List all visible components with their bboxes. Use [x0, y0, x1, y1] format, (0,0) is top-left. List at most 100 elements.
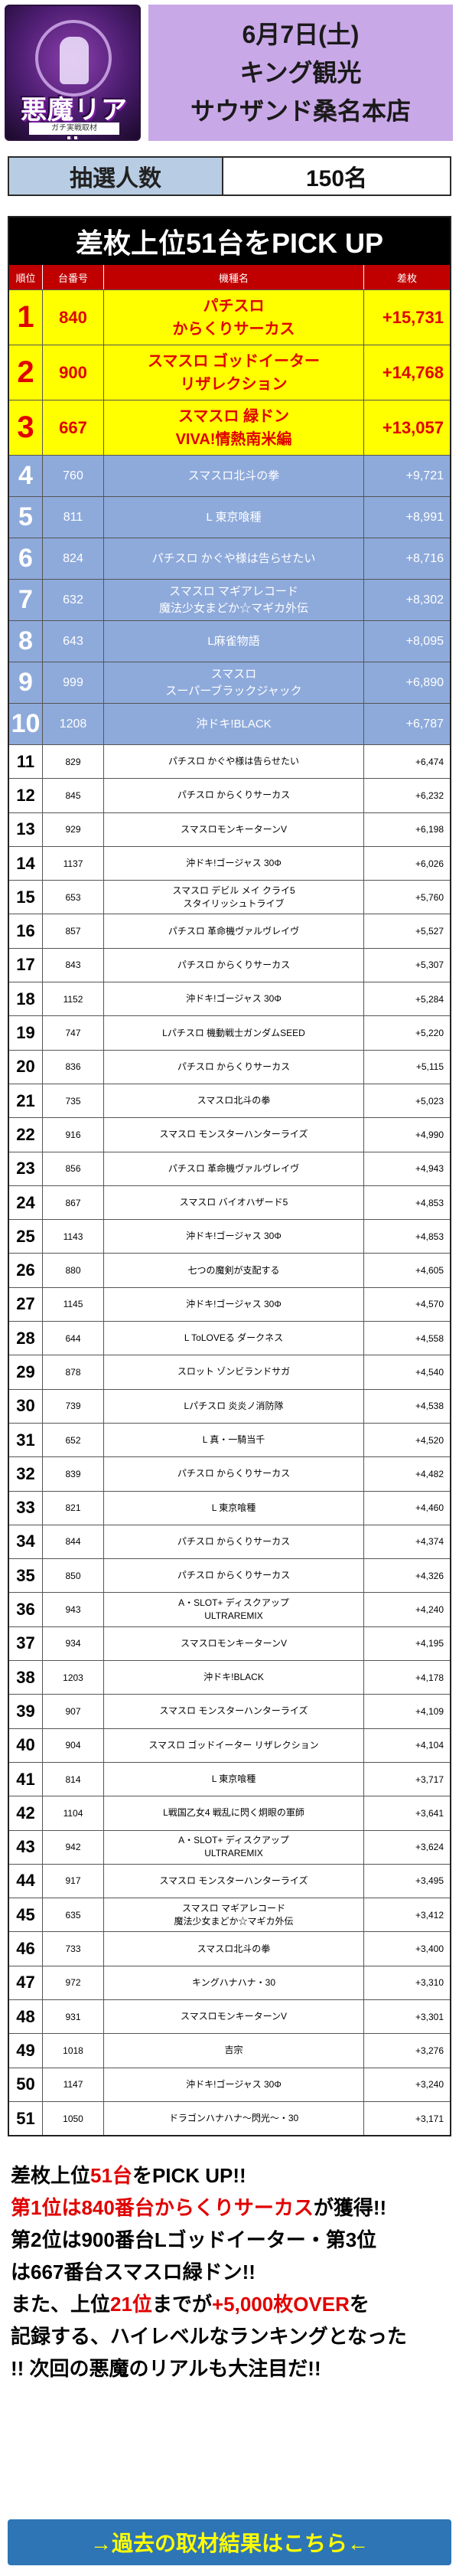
hall-name-line1: キング観光 [239, 59, 362, 87]
machine-name-cell: A・SLOT+ ディスクアップ ULTRAREMIX [104, 1593, 364, 1626]
machine-name-cell: スマスロ モンスターハンターライズ [104, 1118, 364, 1152]
table-row: 15 653 スマスロ デビル メイ クライ5 スタイリッシュトライブ +5,760 [9, 880, 450, 914]
rank-cell: 43 [9, 1830, 43, 1864]
rank-cell: 10 [9, 704, 43, 744]
rank-cell: 32 [9, 1457, 43, 1491]
machine-name-line2: スタイリッシュトライブ [183, 897, 285, 909]
machine-number-cell: 667 [43, 400, 104, 455]
table-row: 41 814 L 東京喰種 +3,717 [9, 1761, 450, 1796]
lottery-box: 抽選人数 150名 [8, 156, 451, 196]
machine-name-line2: スーパーブラックジャック [165, 684, 302, 698]
machine-name-cell: 沖ドキ!ゴージャス 30Φ [104, 982, 364, 1016]
machine-number-cell: 942 [43, 1830, 104, 1864]
machine-number-cell: 1145 [43, 1287, 104, 1322]
rank-cell: 5 [9, 497, 43, 538]
rank-cell: 14 [9, 846, 43, 881]
table-row: 37 934 スマスロモンキーターンV +4,195 [9, 1626, 450, 1661]
machine-name-cell: 沖ドキ!ゴージャス 30Φ [104, 1287, 364, 1322]
machine-number-cell: 904 [43, 1728, 104, 1762]
diff-cell: +4,605 [415, 1265, 444, 1277]
table-row: 3 667 スマスロ 緑ドン VIVA!情熱南米編 +13,057 [9, 400, 450, 455]
diff-cell: +5,023 [415, 1095, 444, 1107]
diff-cell: +6,787 [405, 717, 444, 731]
summary-line: また、上位21位までが+5,000枚OVERを [11, 2288, 448, 2320]
rank-cell: 6 [9, 538, 43, 579]
rank-cell: 34 [9, 1525, 43, 1559]
machine-name-cell: スマスロ バイオハザード5 [104, 1185, 364, 1220]
machine-name-cell: スロット ゾンビランドサガ [104, 1355, 364, 1389]
rank-cell: 1 [9, 290, 43, 345]
table-row: 2 900 スマスロ ゴッドイーター リザレクション +14,768 [9, 345, 450, 400]
diff-cell: +3,641 [415, 1807, 444, 1819]
machine-name-cell: 沖ドキ!ゴージャス 30Φ [104, 2068, 364, 2101]
diff-cell: +4,853 [415, 1197, 444, 1208]
machine-number-cell: 850 [43, 1559, 104, 1593]
summary-text-part: 差枚上位 [11, 2164, 91, 2188]
machine-name-line1: 沖ドキ!ゴージャス 30Φ [186, 2078, 282, 2090]
table-row: 25 1143 沖ドキ!ゴージャス 30Φ +4,853 [9, 1219, 450, 1254]
diff-cell: +4,104 [415, 1740, 444, 1751]
machine-number-cell: 972 [43, 1966, 104, 1999]
machine-name-line1: L ToLOVEる ダークネス [184, 1332, 284, 1344]
machine-name-line1: L 東京喰種 [206, 510, 262, 524]
summary-highlight: 21位 [110, 2293, 152, 2316]
machine-name-line1: パチスロ からくりサーカス [177, 1570, 291, 1581]
table-row: 19 747 Lパチスロ 機動戦士ガンダムSEED +5,220 [9, 1015, 450, 1050]
machine-name-cell: 沖ドキ!BLACK [104, 1661, 364, 1695]
table-row: 46 733 スマスロ北斗の拳 +3,400 [9, 1931, 450, 1966]
rank-cell: 15 [9, 881, 43, 914]
machine-name-line1: Lパチスロ 炎炎ノ消防隊 [184, 1400, 284, 1411]
machine-name-line1: パチスロ 革命機ヴァルヴレイヴ [168, 925, 300, 937]
diff-cell: +6,026 [415, 858, 444, 869]
machine-name-line1: スマスロ ゴッドイーター [148, 352, 320, 370]
machine-name-line1: スマスロ ゴッドイーター リザレクション [148, 1739, 319, 1751]
machine-name-cell: L戦国乙女4 戦乱に閃く炯眼の軍師 [104, 1796, 364, 1830]
logo-subtitle: ガチ実戦取材 [29, 123, 119, 135]
machine-name-cell: L麻雀物語 [104, 621, 364, 662]
machine-number-cell: 839 [43, 1457, 104, 1491]
rank-cell: 17 [9, 948, 43, 982]
machine-number-cell: 653 [43, 881, 104, 914]
machine-name-cell: スマスロ北斗の拳 [104, 1932, 364, 1966]
table-row: 7 632 スマスロ マギアレコード 魔法少女まどか☆マギカ外伝 +8,302 [9, 579, 450, 620]
summary-line: 第1位は840番台からくりサーカスが獲得!! [11, 2192, 448, 2224]
diff-cell: +5,220 [415, 1028, 444, 1039]
past-results-link[interactable]: →過去の取材結果はこちら← [8, 2519, 451, 2565]
machine-name-cell: スマスロ北斗の拳 [104, 456, 364, 496]
machine-name-cell: スマスロ モンスターハンターライズ [104, 1695, 364, 1728]
summary-line: 第2位は900番台Lゴッドイーター・第3位 [11, 2228, 377, 2252]
machine-number-cell: 829 [43, 745, 104, 779]
machine-name-line1: スマスロ北斗の拳 [197, 1095, 271, 1107]
machine-name-line1: 沖ドキ!ゴージャス 30Φ [186, 1298, 282, 1309]
machine-name-line1: パチスロ かぐや様は告らせたい [151, 551, 316, 565]
table-row: 6 824 パチスロ かぐや様は告らせたい +8,716 [9, 538, 450, 579]
machine-name-line1: 沖ドキ!BLACK [203, 1672, 264, 1683]
rank-cell: 36 [9, 1593, 43, 1626]
table-row: 26 880 七つの魔剣が支配する +4,605 [9, 1253, 450, 1287]
machine-number-cell: 867 [43, 1185, 104, 1220]
machine-number-cell: 929 [43, 812, 104, 846]
rank-cell: 20 [9, 1050, 43, 1084]
machine-name-line1: パチスロ [203, 297, 265, 315]
machine-name-line1: スマスロ モンスターハンターライズ [159, 1705, 308, 1717]
machine-name-cell: スマスロ マギアレコード 魔法少女まどか☆マギカ外伝 [104, 1898, 364, 1932]
machine-number-cell: 1104 [43, 1796, 104, 1830]
machine-name-cell: Lパチスロ 機動戦士ガンダムSEED [104, 1016, 364, 1050]
machine-name-line1: パチスロ からくりサーカス [177, 1061, 291, 1072]
diff-cell: +6,890 [405, 675, 444, 689]
machine-name-cell: ドラゴンハナハナ〜閃光〜・30 [104, 2101, 364, 2136]
rank-cell: 26 [9, 1254, 43, 1287]
machine-number-cell: 733 [43, 1932, 104, 1966]
machine-name-cell: スマスロモンキーターンV [104, 1626, 364, 1661]
summary-highlight: 840番台からくりサーカス [81, 2196, 314, 2220]
machine-name-line1: L 真・一騎当千 [202, 1434, 265, 1446]
machine-name-line1: 七つの魔剣が支配する [187, 1264, 280, 1276]
machine-name-cell: L 東京喰種 [104, 1491, 364, 1525]
rank-cell: 24 [9, 1185, 43, 1220]
machine-number-cell: 652 [43, 1423, 104, 1457]
machine-name-cell: パチスロ かぐや様は告らせたい [104, 745, 364, 779]
machine-number-cell: 845 [43, 779, 104, 812]
machine-name-line1: パチスロ からくりサーカス [177, 959, 291, 970]
hall-name-line2: サウザンド桑名本店 [190, 97, 411, 125]
rank-cell: 8 [9, 621, 43, 662]
